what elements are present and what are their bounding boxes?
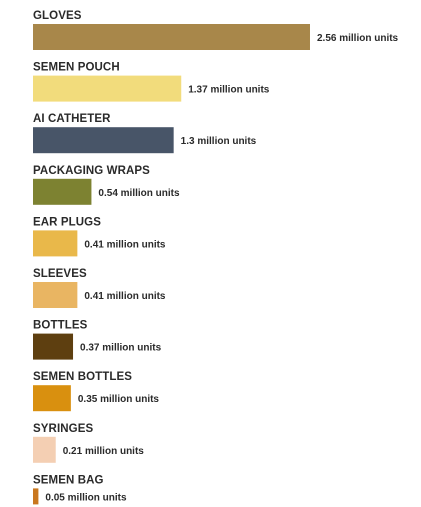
- value-label-gloves: 2.56 million units: [317, 33, 399, 44]
- bar-semen-bag: [33, 488, 39, 505]
- bar-syringes: [33, 436, 56, 463]
- value-label-ear-plugs: 0.41 million units: [84, 239, 166, 250]
- value-label-semen-pouch: 1.37 million units: [188, 85, 270, 96]
- bar-sleeves: [33, 282, 78, 308]
- category-label-ear-plugs: EAR PLUGS: [33, 216, 101, 228]
- bar-packaging-wraps: [33, 178, 92, 205]
- category-label-packaging-wraps: PACKAGING WRAPS: [33, 165, 150, 177]
- category-label-bottles: BOTTLES: [33, 320, 88, 332]
- value-label-packaging-wraps: 0.54 million units: [98, 188, 180, 199]
- category-label-semen-pouch: SEMEN POUCH: [33, 62, 120, 74]
- bar-semen-bottles: [33, 385, 71, 412]
- category-label-semen-bag: SEMEN BAG: [33, 474, 104, 486]
- value-label-semen-bottles: 0.35 million units: [78, 394, 160, 405]
- category-label-ai-catheter: AI CATHETER: [33, 113, 111, 125]
- category-label-syringes: SYRINGES: [33, 423, 93, 435]
- bar-ai-catheter: [33, 127, 174, 154]
- bar-semen-pouch: [33, 75, 182, 102]
- category-label-semen-bottles: SEMEN BOTTLES: [33, 371, 132, 383]
- value-label-sleeves: 0.41 million units: [84, 291, 166, 302]
- value-label-syringes: 0.21 million units: [63, 446, 145, 457]
- value-label-semen-bag: 0.05 million units: [45, 492, 127, 503]
- bar-ear-plugs: [33, 230, 78, 257]
- category-label-gloves: GLOVES: [33, 10, 82, 22]
- bar-gloves: [33, 24, 310, 50]
- category-label-sleeves: SLEEVES: [33, 268, 87, 280]
- value-label-bottles: 0.37 million units: [80, 343, 162, 354]
- value-label-ai-catheter: 1.3 million units: [181, 136, 257, 147]
- bar-bottles: [33, 333, 74, 360]
